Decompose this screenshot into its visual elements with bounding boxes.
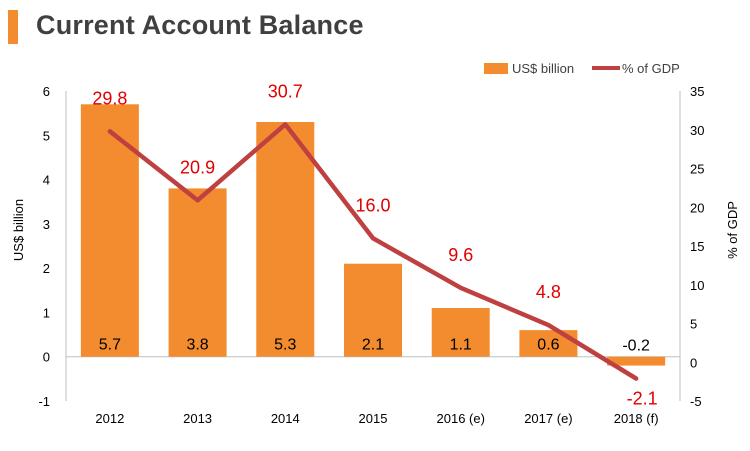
y-tick-label: 2 [43,261,50,276]
line-data-label: 29.8 [92,88,127,108]
bar-data-label: 3.8 [186,337,208,354]
chart-title: Current Account Balance [36,10,364,40]
legend-bar-swatch [484,63,508,74]
y2-axis-label: % of GDP [725,201,740,259]
bar [256,122,315,357]
bar [80,104,139,357]
bar-data-label: 5.3 [274,337,296,354]
line-data-label: -2.1 [627,389,658,409]
x-tick-label: 2017 (e) [524,411,572,426]
y2-tick-label: 10 [690,278,704,293]
x-tick-label: 2012 [95,411,124,426]
line-data-label: 16.0 [355,195,390,215]
y2-tick-label: 15 [690,239,704,254]
x-tick-label: 2018 (f) [614,411,659,426]
y-tick-label: -1 [38,394,50,409]
line-labels: 29.8 20.9 30.7 16.0 9.6 4.8 -2.1 [92,81,657,408]
x-tick-label: 2015 [359,411,388,426]
line-data-label: 30.7 [268,81,303,101]
y2-tick-label: 30 [690,123,704,138]
bar-data-label: 1.1 [450,337,472,354]
bar-data-label: 5.7 [99,337,121,354]
bar [344,263,402,357]
y2-tick-label: -5 [690,394,702,409]
bar [431,308,490,357]
line-data-label: 9.6 [448,245,473,265]
x-tick-label: 2014 [271,411,300,426]
legend-bar-label: US$ billion [512,61,574,76]
legend-line-label: % of GDP [622,61,680,76]
y-tick-label: 3 [43,217,50,232]
title-accent-bar [8,10,18,44]
x-tick-label: 2016 (e) [437,411,485,426]
bar-labels: 5.7 3.8 5.3 2.1 1.1 0.6 -0.2 [99,337,650,355]
y2-tick-label: 35 [690,84,704,99]
gdp-line-path [107,122,639,381]
y2-tick-label: 25 [690,162,704,177]
y2-tick-label: 20 [690,200,704,215]
y-axis-label: US$ billion [11,199,26,261]
y-tick-label: 6 [43,84,50,99]
y-tick-label: 4 [43,173,50,188]
bar [607,356,666,366]
bar-data-label: 0.6 [537,337,559,354]
y-tick-label: 5 [43,128,50,143]
bar-data-label: 2.1 [362,337,384,354]
line-data-label: 20.9 [180,157,215,177]
x-tick-labels: 2012 2013 2014 2015 2016 (e) 2017 (e) 2018 (f) [95,411,658,426]
y-tick-label: 0 [43,350,50,365]
bar-data-label: -0.2 [622,338,650,355]
gdp-line [107,122,639,381]
bar [168,188,227,357]
legend: US$ billion % of GDP [484,61,680,76]
y2-tick-label: 5 [690,317,697,332]
y-tick-label: 1 [43,305,50,320]
line-data-label: 4.8 [536,282,561,302]
y2-tick-label: 0 [690,355,697,370]
x-tick-label: 2013 [183,411,212,426]
